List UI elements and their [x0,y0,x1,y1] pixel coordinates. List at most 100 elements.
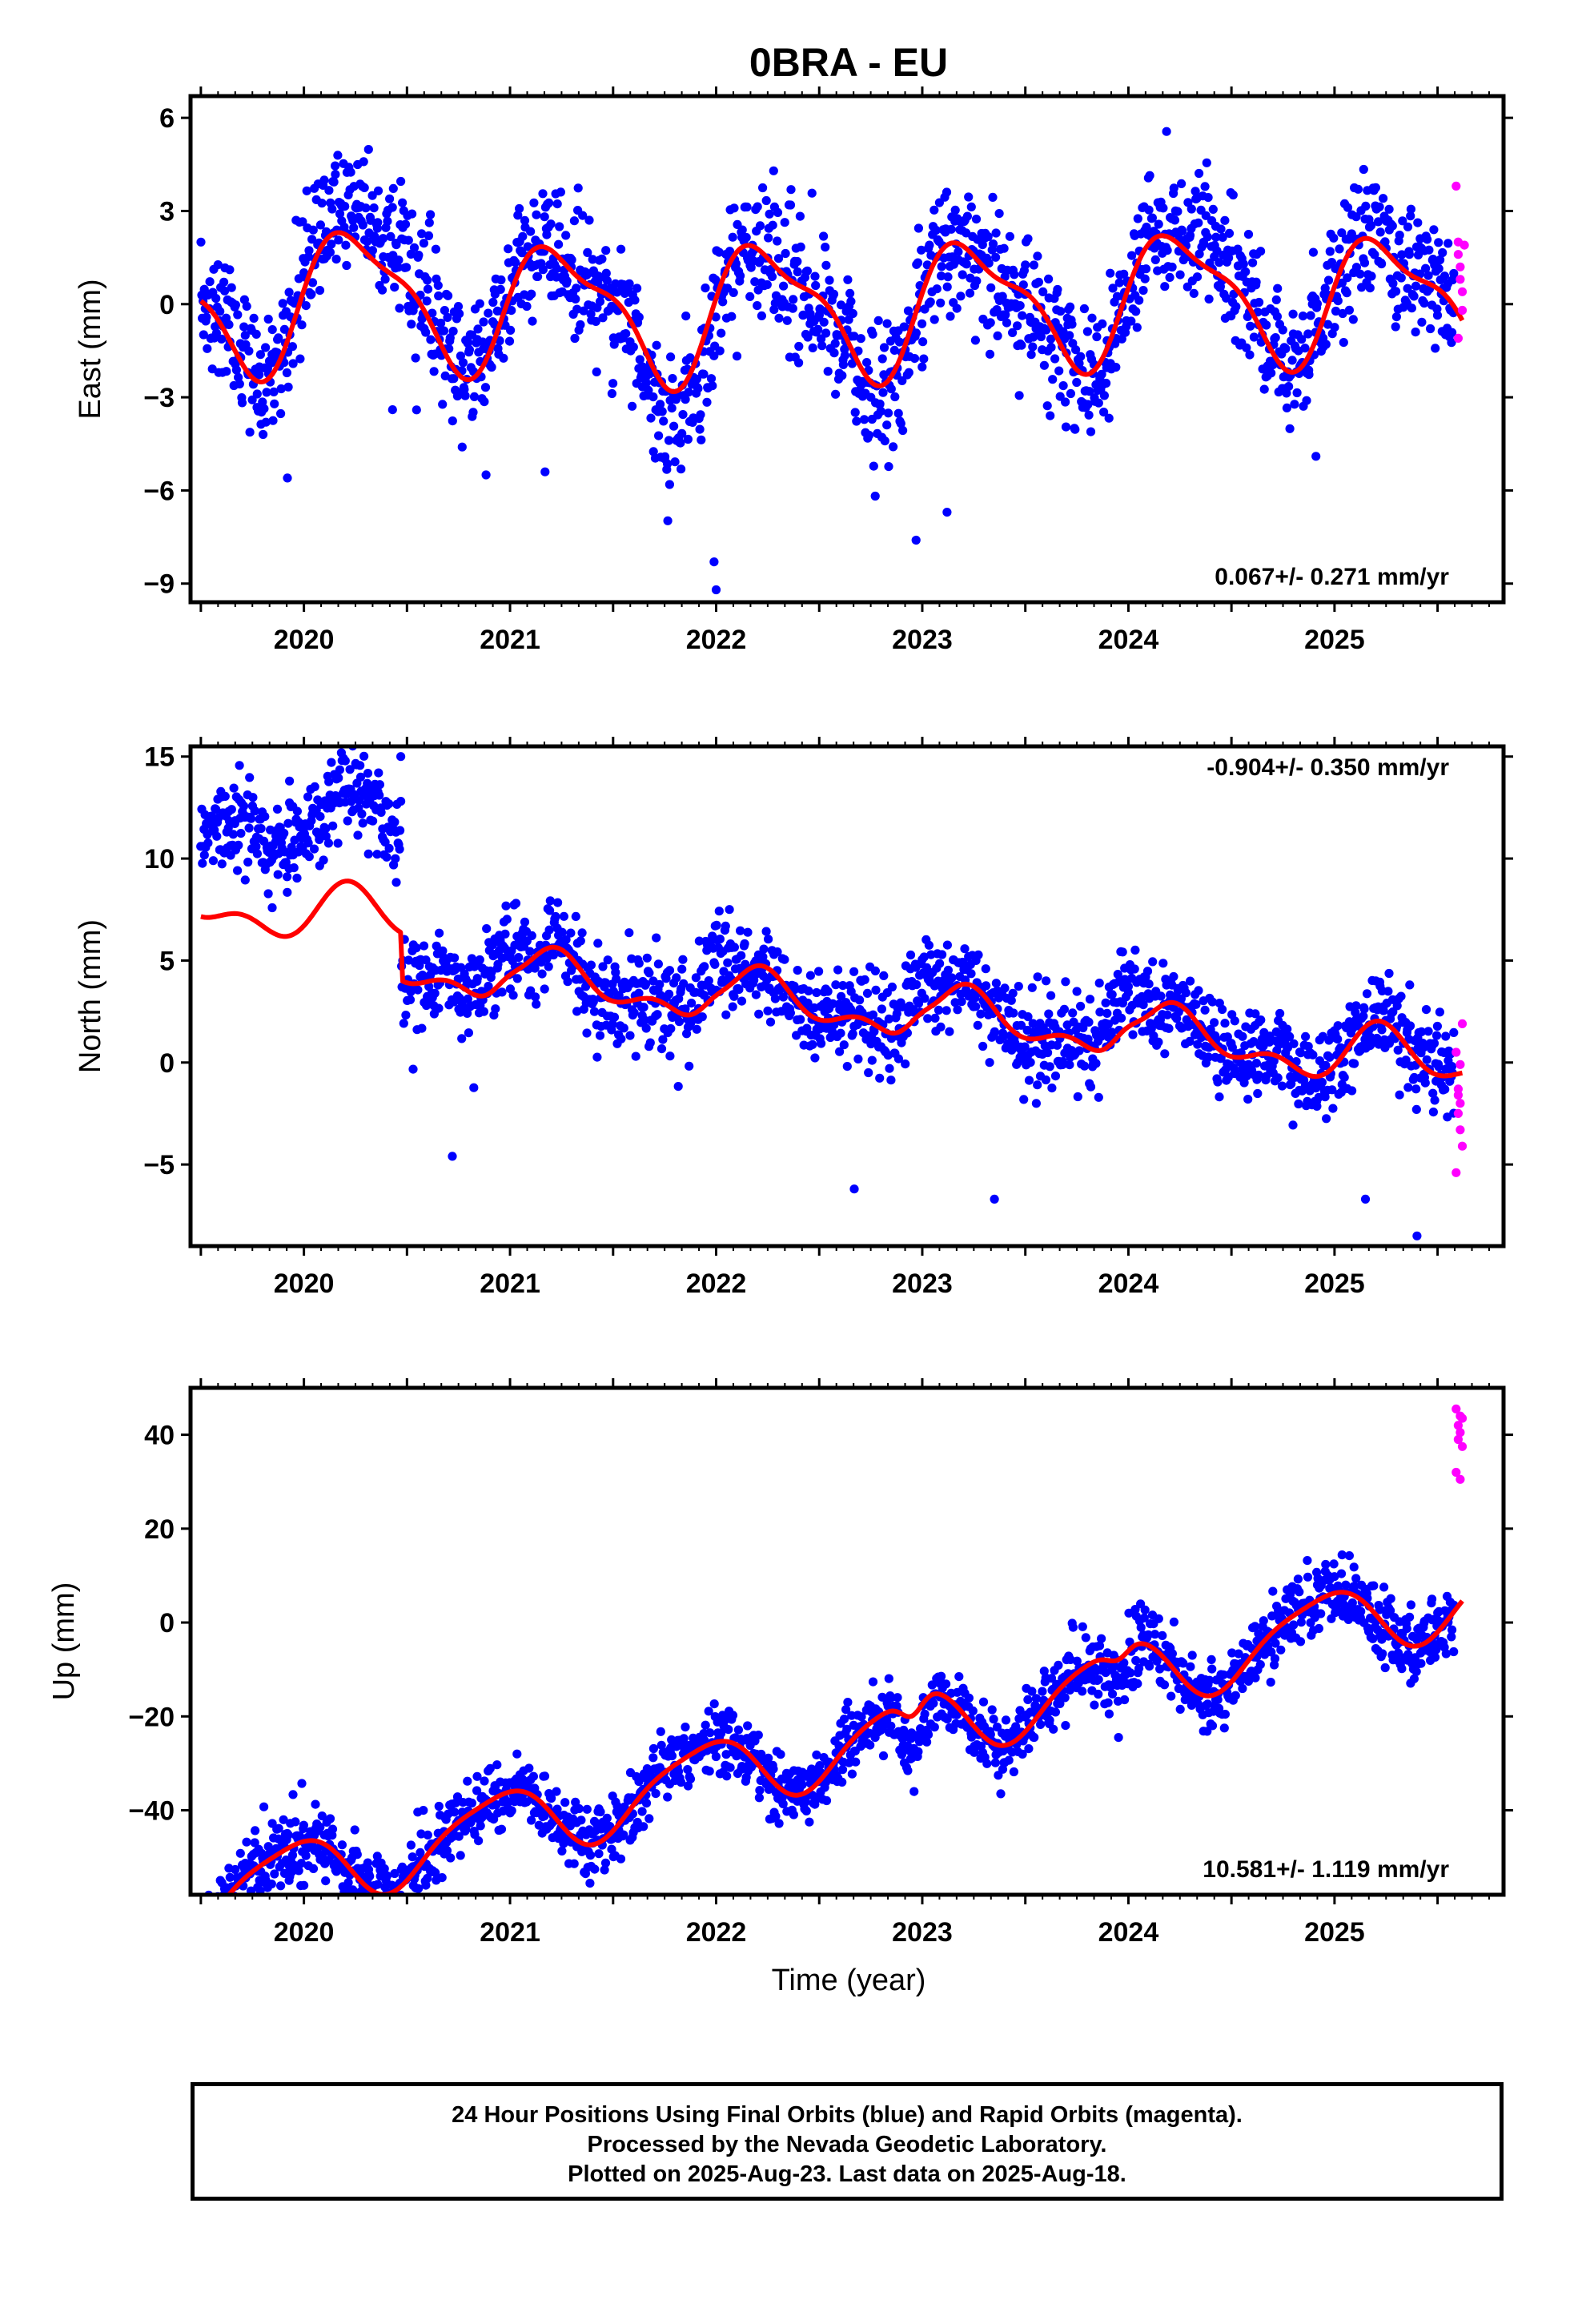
final-point [884,462,893,472]
final-point [984,259,994,268]
final-point [755,221,765,231]
final-point [219,1912,228,1920]
final-point [1220,1019,1230,1028]
final-point [1117,1013,1126,1023]
final-point [1076,1001,1086,1011]
final-point [1036,332,1046,342]
final-point [1130,945,1140,955]
final-point [1238,1031,1247,1041]
final-point [729,943,740,952]
final-point [664,436,674,445]
final-point [331,170,340,179]
final-point [1242,343,1251,352]
final-point [869,1027,879,1036]
final-point [770,994,781,1003]
final-point [693,384,703,393]
final-point [438,946,448,955]
final-point [198,1910,207,1919]
final-point [393,263,403,272]
final-point [718,297,728,307]
final-point [1200,1005,1210,1015]
final-point [1082,327,1092,336]
final-point [991,252,1001,262]
final-point [862,988,873,998]
final-point [1224,228,1235,238]
final-point [807,188,817,198]
final-point [652,933,661,943]
final-point [1396,991,1406,1001]
final-point [849,967,859,976]
final-point [1194,986,1203,995]
final-point [1312,1101,1322,1111]
final-point [1033,972,1042,982]
final-point [279,1815,288,1824]
final-point [1158,959,1168,968]
final-point [378,234,388,243]
final-point [656,1044,667,1054]
final-point [321,824,331,834]
final-point [229,783,239,793]
final-point [712,920,721,930]
final-point [544,925,554,935]
final-point [261,417,271,427]
final-point [460,391,470,400]
final-point [391,1916,400,1925]
final-point [889,442,898,452]
final-point [307,289,316,299]
final-point [1350,1059,1359,1068]
final-point [1098,319,1107,328]
final-point [986,283,996,292]
final-point [1146,1023,1156,1033]
final-point [529,198,539,207]
final-point [1160,282,1170,292]
final-point [1034,277,1043,287]
final-point [1351,212,1361,222]
final-point [884,1014,893,1023]
final-point [1095,1007,1105,1017]
final-point [769,1764,778,1774]
final-point [1085,387,1094,396]
final-point [746,263,756,272]
final-point [835,1047,845,1056]
final-point [802,1023,812,1033]
final-point [457,1034,467,1043]
final-point [642,1764,652,1774]
final-point [685,1061,694,1071]
final-point [396,752,406,762]
final-point [865,1740,875,1750]
final-point [1308,1050,1318,1059]
final-point [288,1790,298,1799]
final-point [1043,1047,1053,1058]
final-point [817,1039,826,1048]
final-point [838,360,848,369]
final-point [1285,424,1295,433]
final-point [751,990,761,999]
final-point [355,761,365,770]
final-point [406,1840,416,1850]
final-point [274,333,283,343]
final-point [860,975,869,984]
final-point [402,263,412,272]
rapid-point [1457,287,1468,296]
final-point [1269,1056,1279,1066]
final-point [968,1706,978,1715]
final-point [803,332,813,342]
final-point [455,309,464,319]
final-point [886,1076,896,1085]
final-point [641,378,651,388]
final-point [484,981,493,991]
rapid-point [1452,181,1461,191]
final-point [484,308,493,318]
final-point [409,243,420,252]
final-point [692,1024,701,1034]
final-point [515,203,524,214]
final-point [1038,287,1048,296]
final-point [545,906,555,915]
final-point [561,935,571,944]
final-point [223,823,233,833]
rapid-point [1460,240,1469,250]
final-point [512,974,522,983]
final-point [552,1787,561,1796]
final-point [202,312,211,322]
final-point [361,203,371,213]
